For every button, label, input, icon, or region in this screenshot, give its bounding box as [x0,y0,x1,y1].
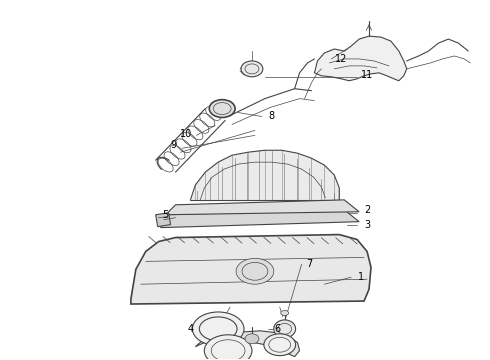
Polygon shape [196,331,299,357]
Text: 8: 8 [269,112,275,121]
Text: 9: 9 [171,140,176,150]
Polygon shape [156,213,171,227]
Ellipse shape [245,334,259,344]
Ellipse shape [193,312,244,346]
Text: 11: 11 [361,70,373,80]
Text: 6: 6 [275,324,281,334]
Text: 1: 1 [358,272,364,282]
Polygon shape [315,36,407,81]
Polygon shape [161,210,359,228]
Text: 7: 7 [306,259,313,269]
Text: 12: 12 [335,54,347,64]
Ellipse shape [236,258,274,284]
Ellipse shape [274,320,295,338]
Ellipse shape [281,310,289,315]
Polygon shape [191,150,339,200]
Ellipse shape [204,335,252,360]
Ellipse shape [241,61,263,77]
Text: 4: 4 [187,324,194,334]
Text: 5: 5 [163,210,169,220]
Text: 10: 10 [180,129,193,139]
Text: 2: 2 [364,205,370,215]
Ellipse shape [264,334,295,356]
Ellipse shape [209,100,235,117]
Polygon shape [131,235,371,304]
Text: 3: 3 [364,220,370,230]
Polygon shape [166,200,359,215]
